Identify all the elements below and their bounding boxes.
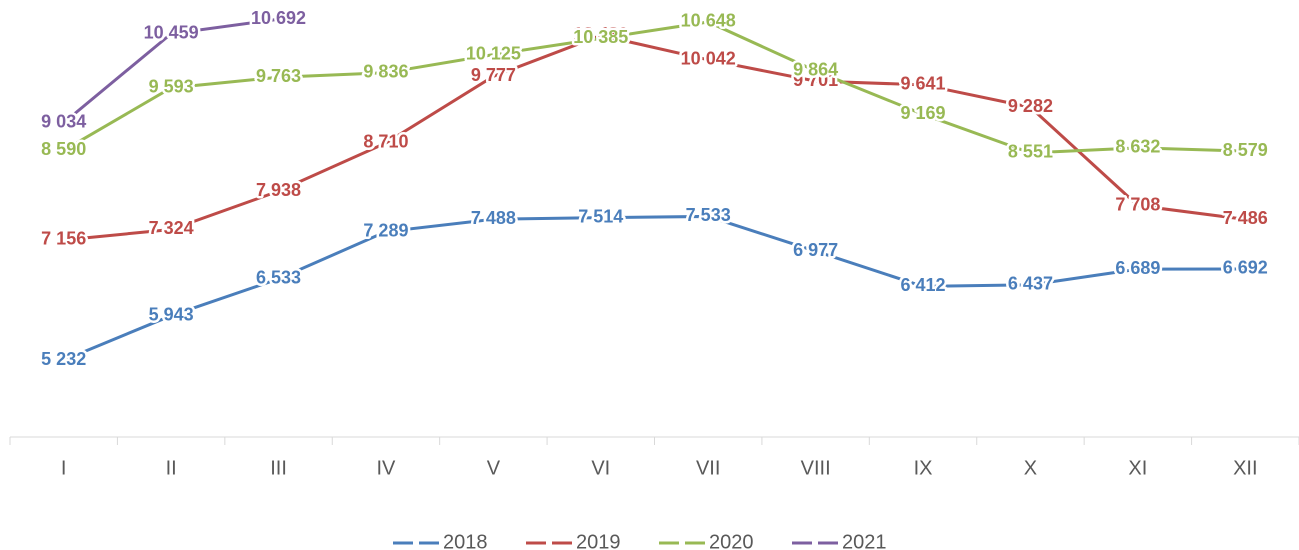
data-label: 8 632 [1115, 137, 1160, 157]
x-tick-label: IX [914, 457, 933, 479]
data-label: 10 385 [573, 27, 628, 47]
data-label: 7 289 [363, 220, 408, 240]
x-tick-label: VI [591, 457, 610, 479]
data-label: 6 437 [1008, 274, 1053, 294]
data-label: 6 692 [1223, 258, 1268, 278]
data-label: 10 648 [681, 11, 736, 31]
data-label: 7 324 [149, 218, 194, 238]
x-tick-label: III [270, 457, 287, 479]
data-label: 9 034 [41, 111, 86, 131]
data-label: 8 710 [363, 132, 408, 152]
x-tick-label: X [1024, 457, 1037, 479]
data-label: 8 579 [1223, 140, 1268, 160]
series-line [62, 17, 279, 124]
data-label: 6 977 [793, 240, 838, 260]
data-label: 10 042 [681, 49, 736, 69]
x-tick-label: IV [377, 457, 397, 479]
x-tick-label: VIII [801, 457, 831, 479]
x-tick-label: I [61, 457, 67, 479]
legend-label: 2021 [842, 531, 887, 550]
data-label: 9 777 [471, 65, 516, 85]
data-label: 7 156 [41, 229, 86, 249]
data-label: 9 701 [793, 70, 838, 90]
data-label: 10 459 [144, 23, 199, 43]
data-label: 10 125 [466, 43, 521, 63]
data-label: 7 514 [578, 206, 623, 226]
legend-label: 2019 [576, 531, 621, 550]
data-label: 7 533 [686, 205, 731, 225]
x-tick-label: VII [696, 457, 720, 479]
data-label: 5 943 [149, 304, 194, 324]
data-label: 9 864 [793, 60, 838, 80]
data-label: 6 689 [1115, 258, 1160, 278]
data-label: 10 432 [573, 24, 628, 44]
data-label: 9 169 [901, 103, 946, 123]
legend-label: 2020 [709, 531, 754, 550]
data-label: 10 692 [251, 8, 306, 28]
data-label: 9 763 [256, 66, 301, 86]
data-label: 6 533 [256, 268, 301, 288]
data-label: 7 938 [256, 180, 301, 200]
data-label: 7 486 [1223, 208, 1268, 228]
legend-label: 2018 [443, 531, 488, 550]
data-label: 5 232 [41, 349, 86, 369]
data-label: 9 593 [149, 77, 194, 97]
x-tick-label: XII [1233, 457, 1257, 479]
x-tick-label: II [166, 457, 177, 479]
x-tick-label: V [487, 457, 501, 479]
data-label: 7 708 [1115, 194, 1160, 214]
x-tick-label: XI [1128, 457, 1147, 479]
data-label: 7 488 [471, 208, 516, 228]
data-label: 6 412 [901, 275, 946, 295]
data-label: 8 551 [1008, 142, 1053, 162]
series-line [63, 214, 1246, 362]
data-label: 9 282 [1008, 96, 1053, 116]
data-label: 9 836 [363, 61, 408, 81]
data-label: 8 590 [41, 139, 86, 159]
series-line [62, 20, 1246, 155]
data-label: 9 641 [901, 74, 946, 94]
series-line [63, 33, 1246, 242]
